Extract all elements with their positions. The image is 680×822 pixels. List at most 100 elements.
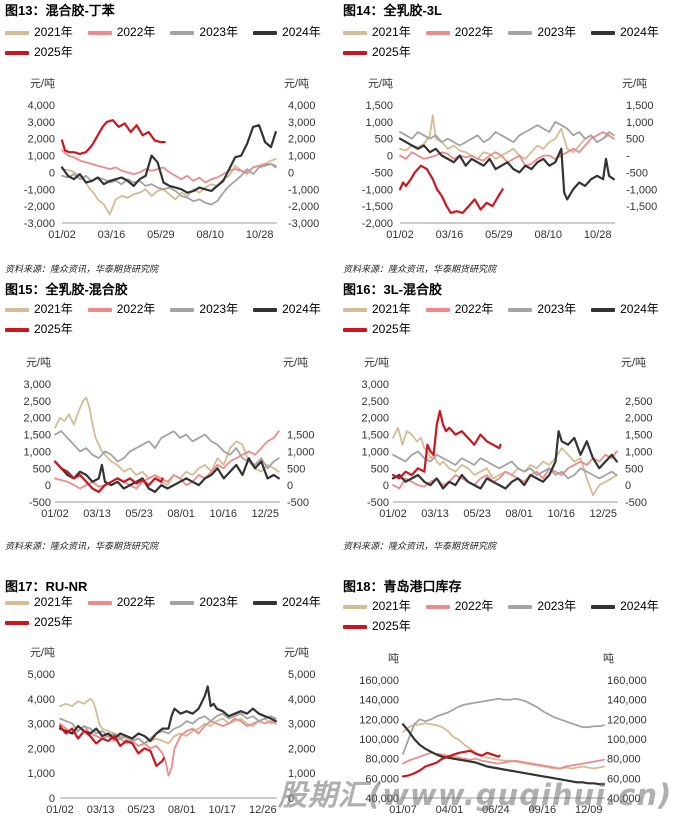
legend-label: 2022年 [454, 302, 494, 316]
y-tick-label-left: 1,000 [27, 151, 55, 163]
legend-item-2023: 2023年 [508, 596, 576, 616]
y-tick-label-right: 1,000 [287, 446, 315, 458]
y-tick-label-left: 2,000 [361, 413, 389, 425]
x-tick-label: 05/23 [127, 804, 155, 816]
chart-plot: 元/吨 元/吨 3,000 2,500 2,000 1,500 1,500 1,000 1,00… [23, 356, 315, 520]
y-tick-label-right: 60,000 [607, 773, 641, 785]
series-line-2024 [398, 137, 615, 201]
y-unit-left: 元/吨 [368, 77, 393, 90]
legend-swatch [425, 30, 450, 35]
legend-item-2023: 2023年 [508, 22, 576, 42]
y-tick-label-right: -1,000 [288, 184, 319, 196]
y-unit-right: 元/吨 [284, 77, 309, 90]
x-tick-label: 03/13 [87, 804, 115, 816]
legend-label: 2022年 [116, 302, 156, 316]
chart-legend: 2021年 2022年 2023年 2024年 2025年 [343, 22, 680, 62]
y-tick-label-left: 3,000 [23, 379, 51, 391]
chart-legend: 2021年 2022年 2023年 2024年 2025年 [5, 22, 350, 62]
y-tick-label-right: 160,000 [607, 675, 647, 687]
chart-title: 图13：混合胶-丁苯 [5, 3, 115, 18]
x-tick-label: 03/16 [98, 229, 126, 241]
x-tick-label: 10/28 [584, 229, 612, 241]
legend-swatch [87, 307, 112, 312]
legend-label: 2024年 [282, 302, 321, 316]
chart-title: 图14：全乳胶-3L [343, 3, 442, 18]
legend-label: 2023年 [199, 302, 239, 316]
x-tick-label: 10/28 [246, 229, 274, 241]
legend-item-2021: 2021年 [343, 22, 411, 42]
y-tick-label-left: 140,000 [359, 695, 399, 707]
legend-item-2025: 2025年 [343, 42, 411, 62]
legend-item-2022: 2022年 [87, 592, 155, 612]
legend-item-2024: 2024年 [253, 22, 321, 42]
legend-item-2021: 2021年 [5, 299, 73, 319]
y-tick-label-left: 120,000 [359, 714, 399, 726]
y-tick-label-right: 140,000 [607, 695, 647, 707]
x-tick-label: 05/23 [125, 508, 153, 520]
y-tick-label-right: 1,500 [287, 430, 315, 442]
legend-label: 2021年 [372, 302, 411, 316]
legend-label: 2024年 [620, 599, 659, 613]
x-tick-label: 08/10 [197, 229, 225, 241]
x-tick-label: 01/02 [48, 229, 76, 241]
series-line-2023 [59, 712, 277, 745]
y-tick-label-left: 0 [49, 167, 55, 179]
series-line-2023 [61, 163, 277, 206]
series-line-2025 [398, 164, 504, 214]
series-line-2022 [61, 149, 277, 184]
y-tick-label-right: 0 [287, 480, 293, 492]
y-tick-label-right: -1,000 [626, 184, 657, 196]
y-tick-label-left: 60,000 [365, 773, 399, 785]
legend-label: 2025年 [372, 619, 411, 633]
legend-item-2021: 2021年 [5, 22, 73, 42]
chart-legend: 2021年 2022年 2023年 2024年 2025年 [343, 596, 680, 636]
source-note: 资料来源：隆众资讯，华泰期货研究院 [343, 264, 497, 274]
y-tick-label-left: -500 [29, 497, 51, 509]
y-tick-label-left: 0 [45, 480, 51, 492]
x-tick-label: 12/26 [249, 804, 277, 816]
y-tick-label-left: 0 [383, 480, 389, 492]
legend-label: 2023年 [537, 25, 577, 39]
chart-title: 图18：青岛港口库存 [343, 579, 462, 594]
legend-swatch [5, 327, 29, 332]
legend-swatch [591, 307, 616, 312]
legend-label: 2024年 [620, 25, 659, 39]
legend-item-2025: 2025年 [343, 319, 411, 339]
legend-label: 2025年 [34, 322, 73, 336]
y-tick-label-right: 1,000 [625, 446, 653, 458]
x-tick-label: 08/01 [167, 508, 195, 520]
y-tick-label-left: 1,500 [23, 430, 51, 442]
legend-item-2025: 2025年 [343, 616, 411, 636]
legend-item-2024: 2024年 [591, 596, 659, 616]
legend-swatch [343, 604, 367, 609]
series-line-2022 [392, 450, 618, 490]
chart-title: 图15：全乳胶-混合胶 [5, 282, 128, 297]
legend-label: 2023年 [199, 595, 239, 609]
series-line-2023 [54, 430, 280, 470]
x-tick-label: 12/25 [252, 508, 280, 520]
series-line-2023 [399, 121, 615, 147]
chart-panel-fig16: 图16：3L-混合胶 2021年 2022年 2023年 2024年 2025年 元/吨… [343, 279, 678, 554]
legend-item-2023: 2023年 [170, 299, 238, 319]
y-tick-label-left: 2,500 [361, 396, 389, 408]
x-tick-label: 08/01 [168, 804, 196, 816]
y-tick-label-right: -500 [626, 167, 648, 179]
legend-item-2023: 2023年 [170, 592, 238, 612]
y-tick-label-left: -2,000 [362, 218, 393, 230]
x-tick-label: 10/16 [209, 508, 237, 520]
y-tick-label-left: 3,000 [27, 117, 55, 129]
y-tick-label-right: 40,000 [607, 793, 641, 805]
chart-title: 图16：3L-混合胶 [343, 282, 442, 297]
y-tick-label-right: 5,000 [288, 669, 316, 681]
series-line-2021 [54, 396, 280, 487]
y-unit-right: 吨 [603, 652, 614, 665]
y-tick-label-left: 2,000 [23, 413, 51, 425]
legend-label: 2021年 [34, 25, 73, 39]
legend-label: 2024年 [620, 302, 659, 316]
x-tick-label: 05/29 [485, 229, 513, 241]
y-tick-label-left: 3,000 [361, 379, 389, 391]
y-tick-label-left: -500 [367, 497, 389, 509]
legend-item-2023: 2023年 [508, 299, 576, 319]
y-tick-label-right: 2,000 [625, 413, 653, 425]
series-line-2023 [402, 697, 605, 755]
